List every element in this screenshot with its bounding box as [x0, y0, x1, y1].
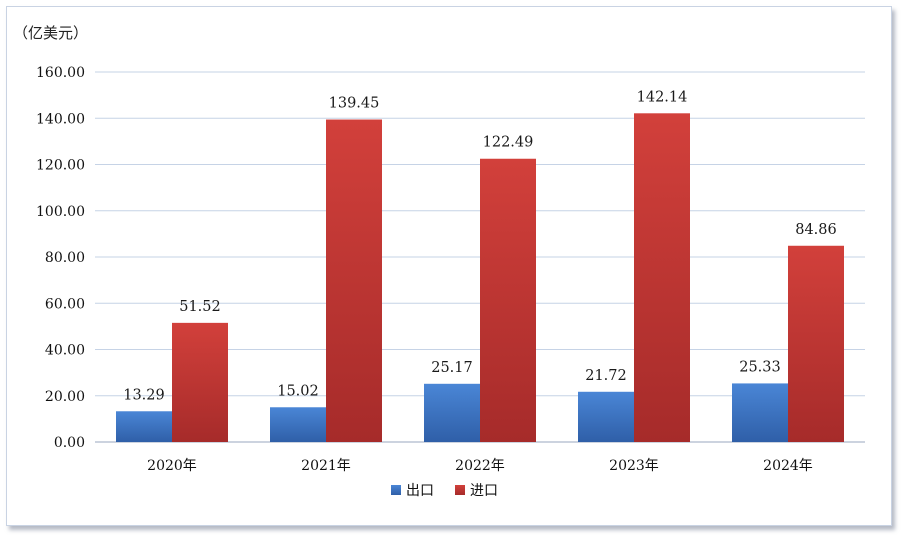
legend-swatch [391, 485, 401, 495]
y-tick-label: 140.00 [36, 111, 85, 127]
data-labels: 13.29 51.52 15.02 139.45 25.17 122.49 21.72 142… [123, 89, 837, 403]
bars [116, 113, 844, 443]
x-axis-categories: 2020年 2021年 2022年 2023年 2024年 [147, 458, 813, 474]
y-axis-ticks: 0.00 20.00 40.00 60.00 80.00 100.00 120.00 140.… [36, 65, 85, 451]
bar-import [326, 119, 382, 442]
data-label: 142.14 [637, 89, 688, 105]
x-category-label: 2021年 [301, 458, 351, 474]
data-label: 51.52 [179, 299, 221, 315]
y-tick-label: 100.00 [36, 204, 85, 220]
data-label: 21.72 [585, 368, 627, 384]
bar-import [172, 322, 228, 442]
data-label: 84.86 [795, 222, 837, 238]
data-label: 122.49 [483, 135, 534, 151]
y-tick-label: 20.00 [45, 389, 85, 405]
x-category-label: 2023年 [609, 458, 659, 474]
bar-export [270, 407, 326, 442]
data-label: 15.02 [277, 383, 319, 399]
y-unit-label: （亿美元） [13, 24, 88, 42]
legend-label: 出口 [406, 483, 434, 499]
chart-frame: （亿美元） 0.00 20.00 40.00 60.00 80.00 100.00 120.… [6, 6, 892, 526]
y-tick-label: 40.00 [45, 343, 85, 359]
y-tick-label: 0.00 [54, 435, 85, 451]
y-tick-label: 60.00 [45, 296, 85, 312]
bar-export [116, 411, 172, 442]
bar-import [788, 245, 844, 442]
data-label: 139.45 [329, 96, 380, 112]
x-category-label: 2022年 [455, 458, 505, 474]
bar-chart: （亿美元） 0.00 20.00 40.00 60.00 80.00 100.00 120.… [13, 24, 865, 499]
legend-label: 进口 [470, 483, 498, 499]
data-label: 13.29 [123, 387, 165, 403]
bar-export [424, 383, 480, 442]
bar-import [480, 158, 536, 442]
data-label: 25.17 [431, 360, 473, 376]
y-tick-label: 120.00 [36, 158, 85, 174]
bar-export [578, 391, 634, 442]
bar-export [732, 383, 788, 442]
y-tick-label: 160.00 [36, 65, 85, 81]
bar-import [634, 113, 690, 443]
x-category-label: 2020年 [147, 458, 197, 474]
y-tick-label: 80.00 [45, 250, 85, 266]
legend-swatch [455, 485, 465, 495]
x-category-label: 2024年 [763, 458, 813, 474]
legend: 出口 进口 [391, 483, 498, 499]
data-label: 25.33 [739, 359, 781, 375]
